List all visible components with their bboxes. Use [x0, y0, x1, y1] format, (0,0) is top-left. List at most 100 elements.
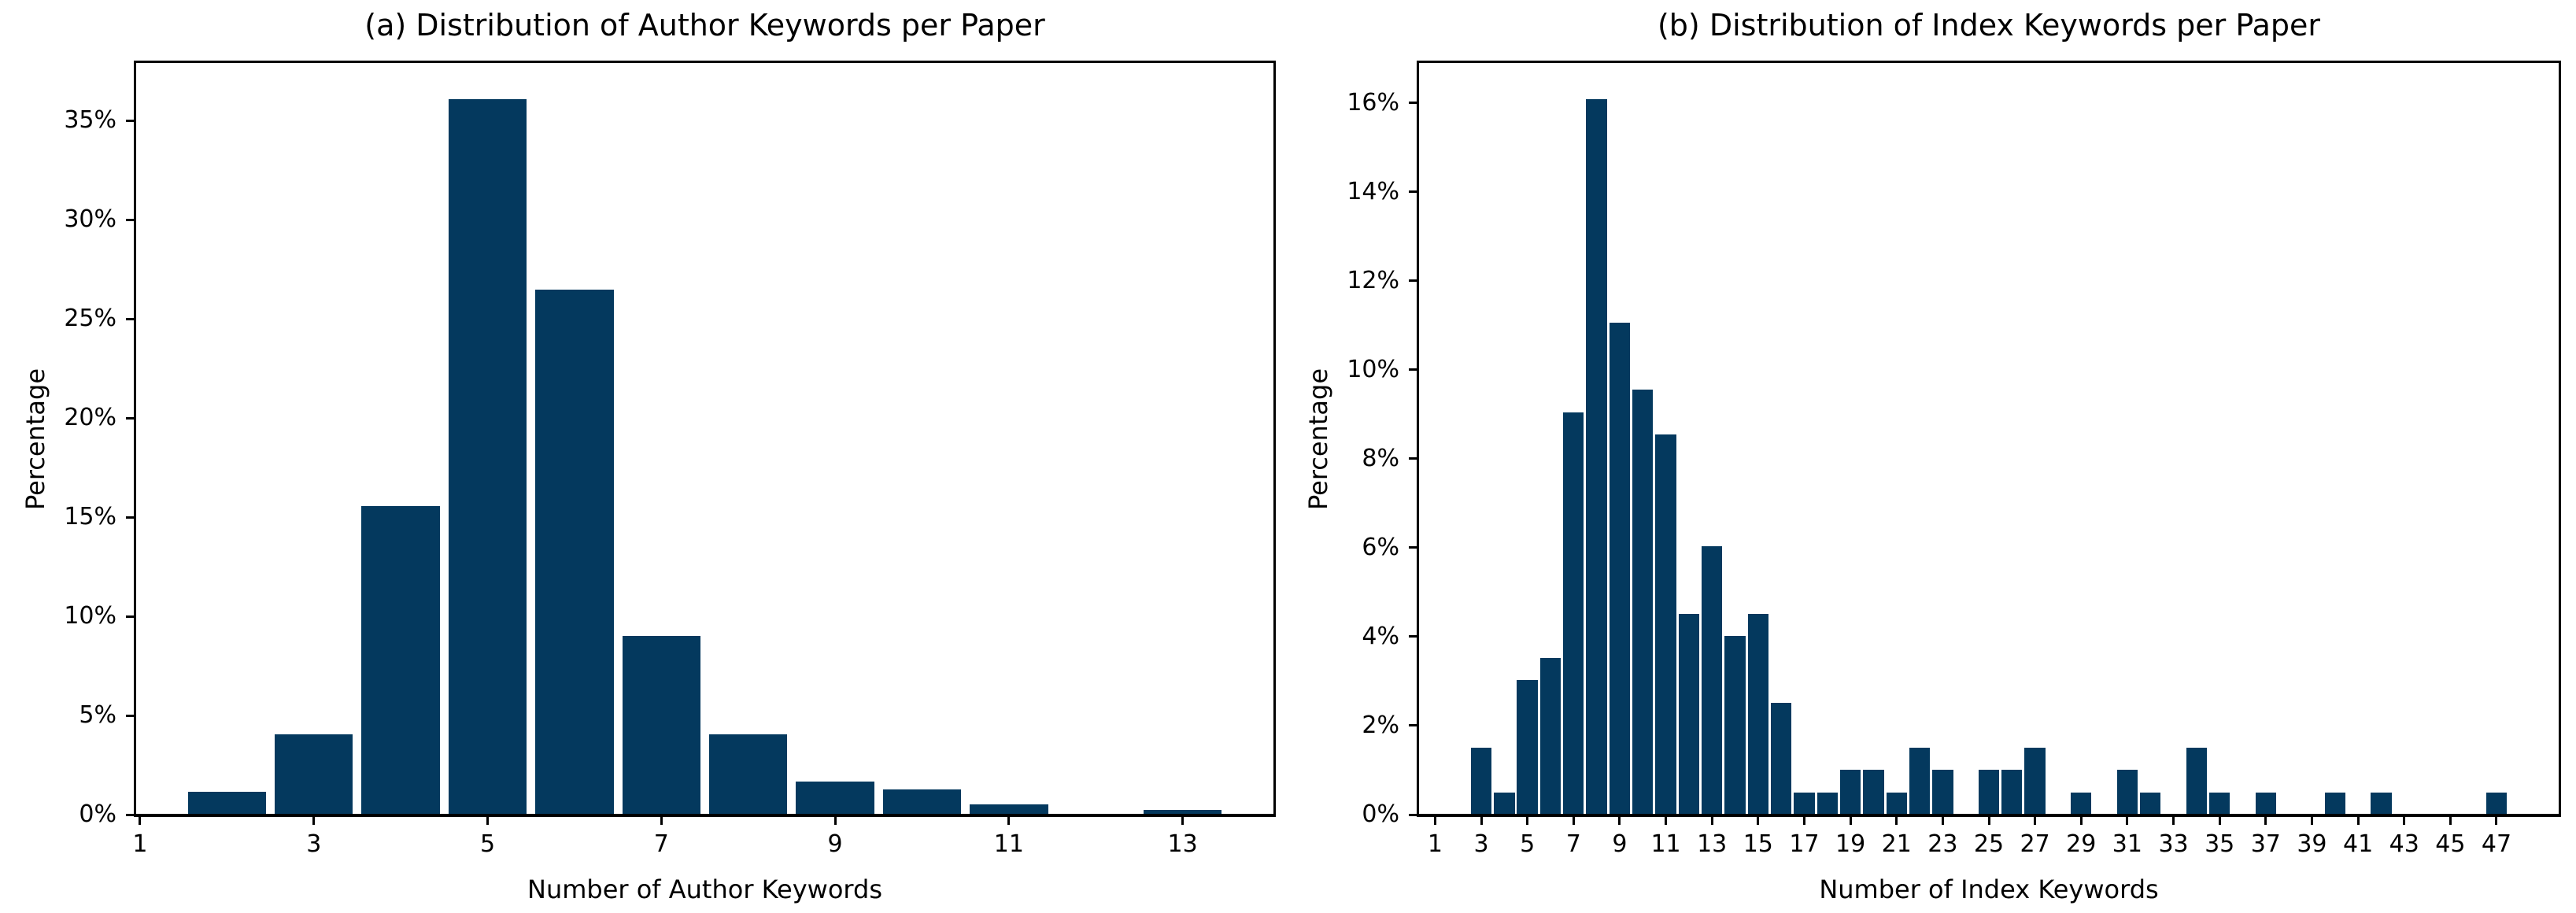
x-axis-tick	[2356, 815, 2360, 825]
x-axis-tick	[1941, 815, 1944, 825]
y-axis-tick	[126, 813, 136, 816]
bar	[1909, 747, 1931, 815]
bar	[535, 290, 614, 815]
x-tick-label: 39	[2297, 830, 2327, 858]
x-axis-tick	[1007, 815, 1011, 825]
x-tick-label: 5	[479, 830, 496, 858]
bar	[1632, 390, 1654, 815]
bar	[2255, 792, 2276, 815]
plot-spine-bottom	[136, 814, 1273, 817]
y-axis-tick	[1409, 546, 1419, 549]
bar	[709, 734, 788, 815]
y-axis-tick	[1409, 190, 1419, 194]
bar	[2324, 792, 2345, 815]
bar	[2371, 792, 2392, 815]
x-axis-tick	[1987, 815, 1990, 825]
x-tick-label: 3	[306, 830, 322, 858]
plot-spine-bottom	[1419, 814, 2559, 817]
x-axis-tick	[1480, 815, 1483, 825]
x-axis-tick	[2079, 815, 2083, 825]
x-tick-label: 11	[1650, 830, 1681, 858]
x-axis-tick	[1618, 815, 1621, 825]
bar	[2485, 792, 2508, 815]
y-axis-tick	[1409, 724, 1419, 727]
bar	[1539, 658, 1561, 815]
x-tick-label: 1	[132, 830, 148, 858]
bar	[2186, 747, 2208, 815]
x-axis-tick	[1181, 815, 1185, 825]
plot-spine-right	[2559, 61, 2561, 817]
bar	[1701, 546, 1723, 815]
x-tick-label: 15	[1743, 830, 1773, 858]
x-axis-tick	[833, 815, 837, 825]
bar	[796, 782, 874, 815]
bar	[1863, 769, 1884, 815]
bar	[1724, 635, 1746, 815]
bar	[1143, 809, 1222, 815]
plot-spine-left	[1417, 61, 1419, 817]
bar	[1517, 680, 1538, 815]
x-axis-tick	[2448, 815, 2452, 825]
bar	[1470, 747, 1492, 815]
bar	[1886, 792, 1907, 815]
bar	[1747, 613, 1768, 815]
bar	[970, 804, 1048, 815]
bar	[1609, 323, 1631, 815]
x-tick-label: 43	[2389, 830, 2419, 858]
x-axis-tick	[660, 815, 663, 825]
bar	[1839, 769, 1861, 815]
plot-spine-top	[1419, 61, 2559, 63]
y-axis-tick	[126, 615, 136, 618]
bar	[361, 505, 440, 815]
bar	[2116, 769, 2138, 815]
bar	[622, 636, 700, 815]
x-tick-label: 21	[1881, 830, 1912, 858]
x-tick-label: 45	[2435, 830, 2466, 858]
bar	[1655, 434, 1676, 815]
x-axis-tick	[1572, 815, 1575, 825]
x-axis-tick	[1433, 815, 1436, 825]
bar	[187, 792, 267, 815]
x-tick-label: 7	[653, 830, 669, 858]
x-tick-label: 29	[2066, 830, 2097, 858]
bar	[1494, 792, 1515, 815]
x-axis-tick	[1849, 815, 1852, 825]
x-axis-tick	[2495, 815, 2498, 825]
y-axis-tick	[126, 218, 136, 221]
bar	[1932, 769, 1953, 815]
bar	[1678, 613, 1700, 815]
x-tick-label: 41	[2342, 830, 2374, 858]
y-tick-label: 10%	[1347, 355, 1399, 383]
x-tick-label: 3	[1473, 830, 1489, 858]
x-axis-tick	[2403, 815, 2406, 825]
chart-b-plot-area: 1 3 5 7 9 11 13 15 17 19 21 23 25 27 29 31 33 35 37 39 41 43 4…	[1347, 61, 2561, 858]
y-tick-label: 25%	[64, 305, 116, 333]
bar	[1563, 412, 1584, 815]
x-tick-label: 9	[827, 830, 843, 858]
x-tick-label: 27	[2020, 830, 2050, 858]
y-tick-label: 30%	[64, 205, 116, 234]
y-axis-tick	[1409, 457, 1419, 460]
bar	[448, 98, 527, 815]
bar	[2071, 792, 2092, 815]
y-axis-tick	[1409, 368, 1419, 371]
x-axis-tick	[1895, 815, 1898, 825]
x-tick-label: 35	[2205, 830, 2235, 858]
y-tick-label: 2%	[1362, 711, 1399, 739]
chart-a-y-axis-label: Percentage	[20, 368, 50, 510]
bar	[1817, 792, 1838, 815]
bar	[2208, 792, 2230, 815]
bar	[1586, 99, 1607, 815]
x-tick-label: 37	[2250, 830, 2281, 858]
y-tick-label: 20%	[64, 404, 116, 432]
y-axis-tick	[1409, 102, 1419, 105]
y-tick-label: 6%	[1362, 533, 1399, 561]
y-axis-tick	[126, 119, 136, 122]
y-axis-tick	[1409, 813, 1419, 816]
bar	[882, 789, 962, 815]
chart-a-plot-area: 1 3 5 7 9 11 13 0% 5% 10% 15% 20% 25% 30% 35%	[64, 61, 1276, 858]
x-axis-tick	[2264, 815, 2267, 825]
x-axis-tick	[312, 815, 316, 825]
x-tick-label: 13	[1697, 830, 1728, 858]
